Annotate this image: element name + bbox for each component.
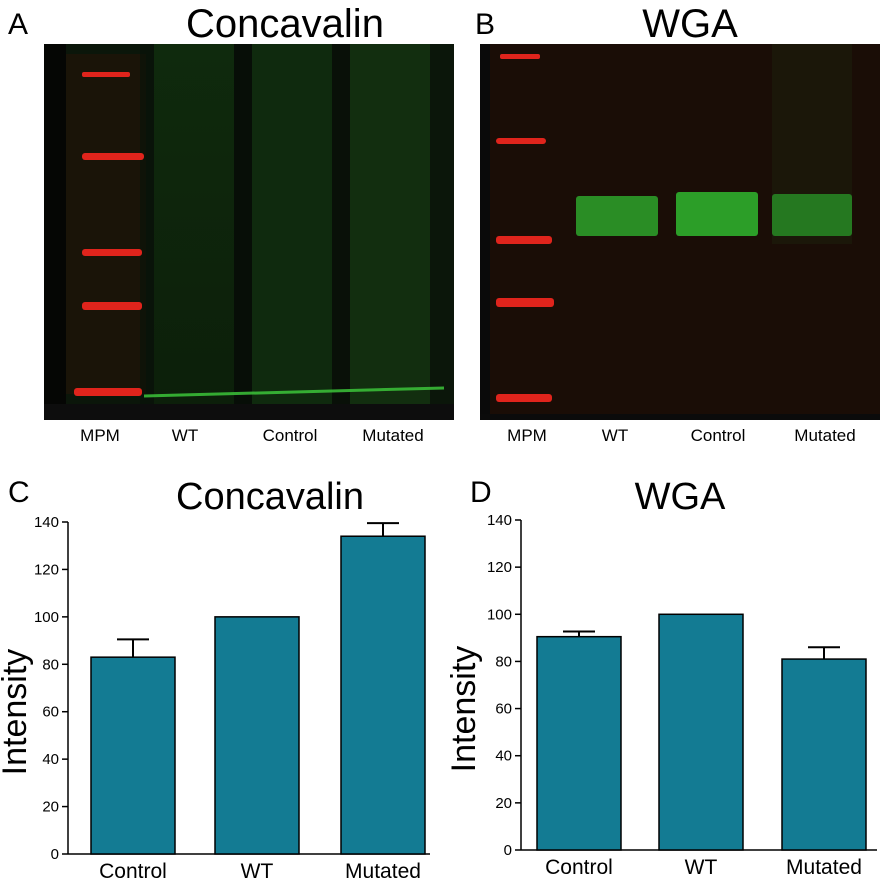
chart-c-title: Concavalin [176,476,364,518]
x-tick-label-mutated: Mutated [345,860,421,880]
lane-label-wt-a: WT [171,426,199,445]
chart-d-title: WGA [634,476,726,518]
y-tick-label: 140 [487,512,512,529]
gel-concavalin [44,44,454,420]
chart-wga: 0 20 40 60 80 100 120 140 Intensity Control WT Muta… [445,512,877,879]
y-tick-label: 40 [42,751,59,768]
y-tick-label: 100 [34,609,59,626]
x-tick-label-control: Control [99,860,167,880]
y-tick-label: 120 [487,559,512,576]
y-tick-label: 60 [495,701,512,718]
y-tick-label: 140 [34,514,59,531]
panel-letter-c: C [8,476,30,509]
bar-control [90,656,176,855]
y-tick-label: 100 [487,606,512,623]
chart-concavalin: 0 20 40 60 80 100 120 140 Intensity Control WT Muta… [0,514,430,880]
x-tick-label-control: Control [545,856,613,879]
panel-letter-d: D [470,476,492,509]
y-tick-label: 120 [34,561,59,578]
x-tick-label-wt: WT [241,860,274,880]
bar-wt [214,616,300,855]
panel-a-title: Concavalin [186,2,384,46]
lane-label-mpm-a: MPM [80,426,120,445]
panel-b-title: WGA [642,2,738,46]
panel-letter-b: B [475,8,496,41]
y-tick-label: 60 [42,704,59,721]
bar-wt [658,613,744,851]
lane-label-mpm-b: MPM [507,426,547,445]
lane-label-mutated-a: Mutated [362,426,424,445]
y-tick-label: 20 [42,799,59,816]
lane-label-wt-b: WT [601,426,629,445]
y-axis-label: Intensity [0,649,34,776]
y-tick-label: 80 [495,653,512,670]
bar-mutated [340,535,426,855]
y-tick-label: 20 [495,795,512,812]
y-tick-label: 40 [495,748,512,765]
panel-letter-a: A [8,8,29,41]
lane-label-control-b: Control [690,426,746,445]
y-tick-label: 80 [42,656,59,673]
lane-label-mutated-b: Mutated [794,426,856,445]
bar-control [536,635,622,851]
x-tick-label-wt: WT [685,856,718,879]
bar-mutated [781,658,867,851]
x-tick-label-mutated: Mutated [786,856,862,879]
y-tick-label: 0 [51,846,59,863]
y-axis-label: Intensity [445,646,483,773]
lane-label-control-a: Control [262,426,318,445]
y-tick-label: 0 [504,842,512,859]
gel-wga [480,44,880,420]
